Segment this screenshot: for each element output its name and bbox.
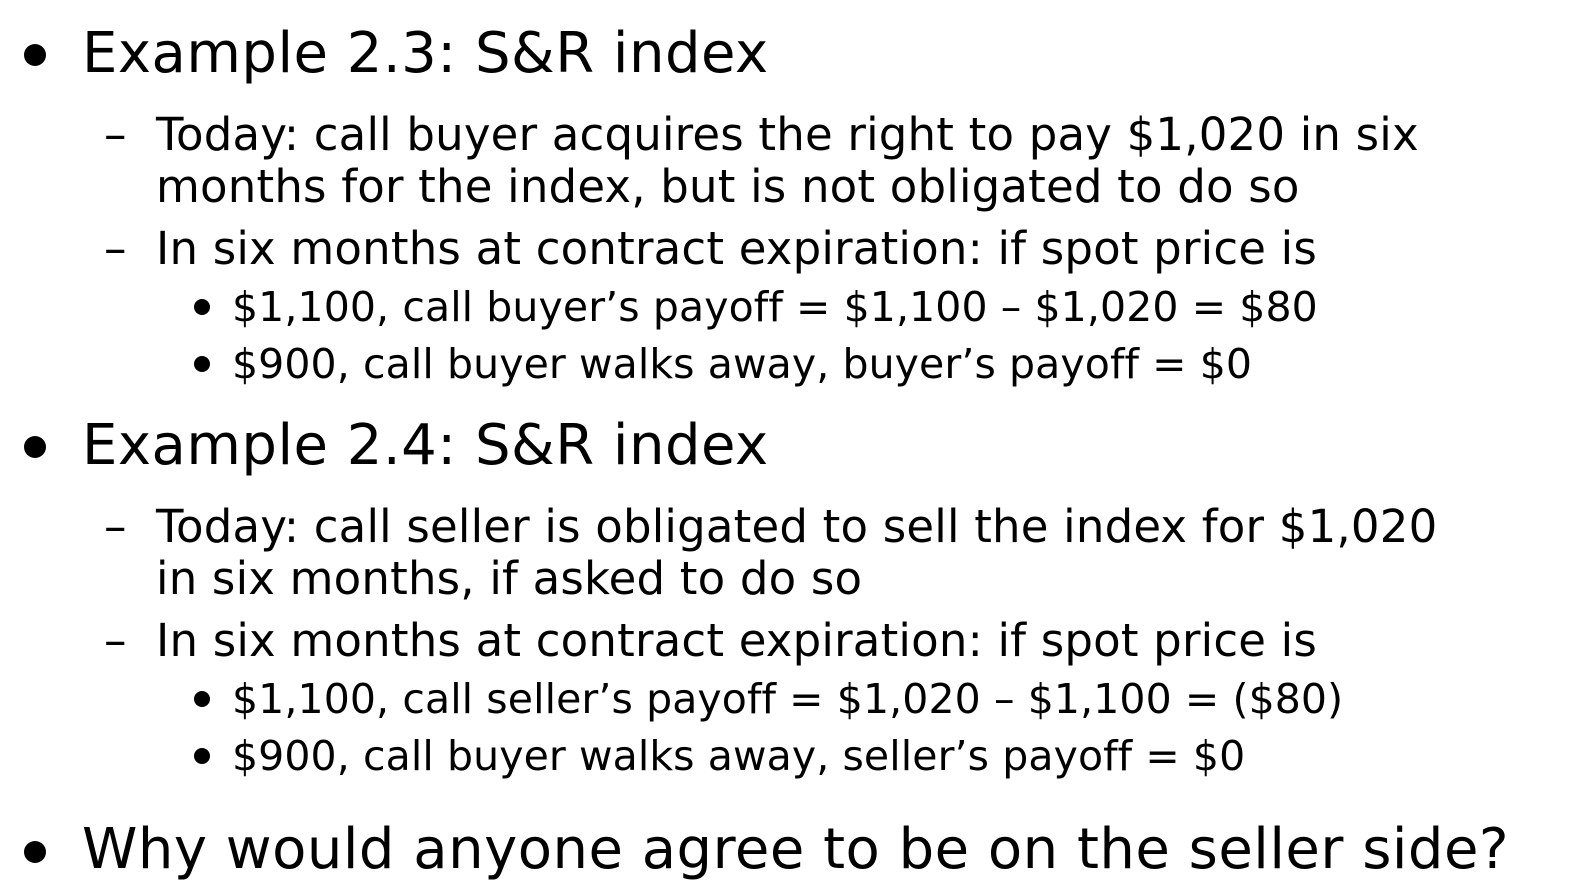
point-text: In six months at contract expiration: if… [156,614,1318,667]
bullet-icon [194,356,210,372]
bullet-icon [24,44,46,66]
point-text: Today: call buyer acquires the right to … [156,108,1419,161]
subpoint-text: $900, call buyer walks away, seller’s pa… [232,732,1246,780]
section-heading: Example 2.4: S&R index [82,413,769,478]
section-heading: Example 2.3: S&R index [82,21,769,86]
subpoint-text: $1,100, call buyer’s payoff = $1,100 – $… [232,283,1318,331]
dash-icon: – [104,500,127,553]
point-text: Today: call seller is obligated to sell … [156,500,1438,553]
point-text: In six months at contract expiration: if… [156,222,1318,275]
dash-icon: – [104,614,127,667]
bullet-icon [194,299,210,315]
bullet-icon [24,841,46,863]
dash-icon: – [104,108,127,161]
point-text: in six months, if asked to do so [156,552,863,605]
point-text: months for the index, but is not obligat… [156,160,1300,213]
section-heading: Why would anyone agree to be on the sell… [82,817,1510,882]
dash-icon: – [104,222,127,275]
bullet-icon [194,691,210,707]
bullet-icon [194,748,210,764]
subpoint-text: $900, call buyer walks away, buyer’s pay… [232,340,1253,388]
bullet-icon [24,436,46,458]
subpoint-text: $1,100, call seller’s payoff = $1,020 – … [232,675,1344,723]
